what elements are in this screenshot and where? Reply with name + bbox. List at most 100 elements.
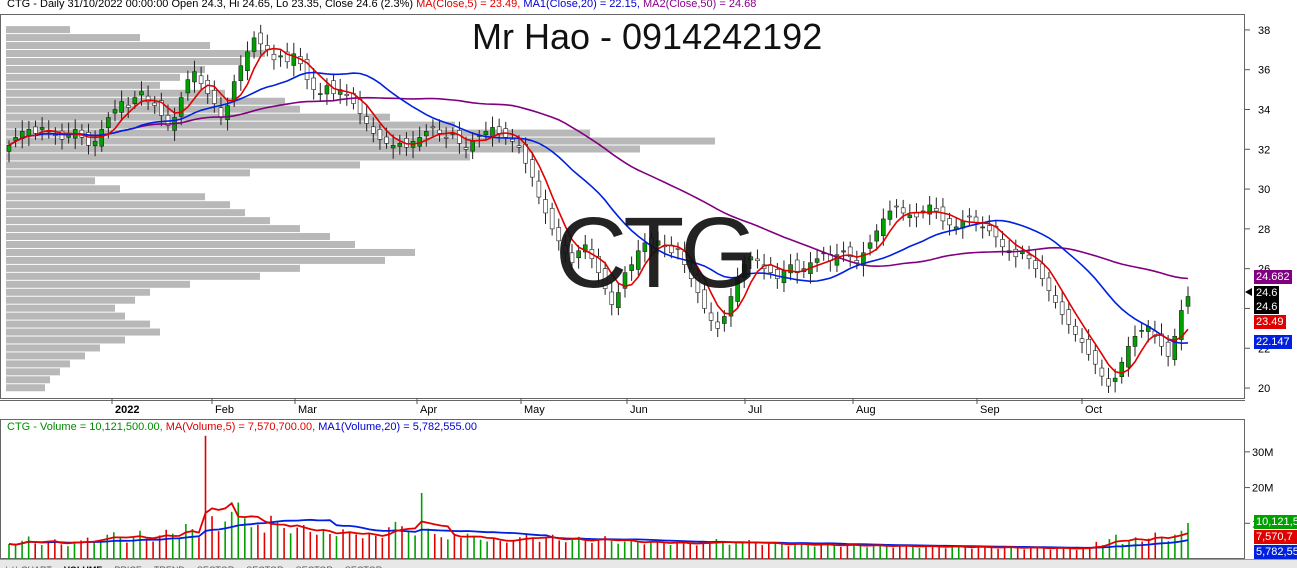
profile-bar [6,360,70,368]
candle-body [814,258,820,263]
candle-body [245,51,250,71]
candle-body [563,245,568,254]
candle-body [1079,338,1085,343]
candle-body [788,264,793,274]
candle-body [159,100,164,116]
candle-body [311,77,316,90]
profile-bar [6,248,415,256]
candle-body [33,126,38,134]
x-tick-label: 2022 [115,404,139,416]
candle-body [185,79,191,94]
volume-tag: 10,121,5 [1254,515,1297,529]
profile-bar [6,264,300,272]
ma20-line [8,71,1189,345]
candles [6,24,1191,393]
candle-body [728,296,734,317]
price-chart[interactable]: 383634323028262422202022FebMarAprMayJunJ… [0,0,1297,419]
candle-body [1119,361,1125,378]
candle-body [1139,330,1144,332]
profile-bar [6,368,60,376]
candle-body [688,268,694,279]
profile-bar [6,201,230,209]
candle-body [576,250,581,259]
profile-bar [6,304,115,312]
candle-body [569,252,575,264]
candle-body [1046,277,1052,291]
candle-body [218,107,224,118]
candle-body [212,90,217,104]
candle-body [629,264,634,271]
price-header: CTG - Daily 31/10/2022 00:00:00 Open 24.… [7,0,756,10]
candle-body [490,127,495,137]
candle-body [1033,260,1038,269]
ma5-line [8,47,1189,375]
candle-body [92,141,98,147]
profile-bar [6,217,270,225]
profile-bar [6,161,360,169]
x-tick-label: Mar [298,404,317,416]
profile-bar [6,296,135,304]
volume-frame [0,419,1245,559]
volume-header-ma20: MA1(Volume,20) = 5,782,555.00 [318,421,477,433]
candle-body [596,256,601,273]
profile-bar [6,105,300,113]
candle-body [1099,367,1105,377]
profile-bar [6,153,470,161]
volume-ma5-line [8,501,1189,550]
candle-body [198,75,204,84]
profile-bar [6,328,160,336]
candle-body [152,102,158,106]
candle-body [847,246,853,258]
candle-body [119,101,124,113]
price-x-axis: 2022 Feb Mar Apr May Jun Jul Aug Sep Oct [111,398,1102,416]
candle-body [655,240,661,246]
candle-body [702,289,707,309]
candle-body [390,145,396,149]
x-tick-label: Jul [748,404,762,416]
candle-body [1066,309,1072,325]
candle-body [1185,296,1191,307]
x-tick-label: Feb [215,404,234,416]
last-price-arrow [1245,288,1252,296]
candle-body [834,254,840,266]
volume-header-ma5: MA(Volume,5) = 7,570,700.00, [165,421,316,433]
volume-bars [8,435,1189,559]
candle-body [695,274,701,293]
watermark-ticker: CTG [555,197,758,309]
price-panel[interactable]: CTG - Daily 31/10/2022 00:00:00 Open 24.… [0,0,1297,419]
candle-body [722,316,727,324]
candle-body [649,237,654,246]
candle-body [543,199,548,214]
candle-body [470,141,475,152]
y-tick-label: 20M [1252,483,1273,495]
volume-header-label: CTG - Volume = 10,121,500.00, [7,421,163,433]
candle-body [887,210,893,220]
candle-body [1172,336,1178,360]
candle-body [642,242,648,252]
candle-body [1026,254,1032,260]
candle-body [755,258,760,262]
profile-bar [6,352,85,360]
candle-body [1165,341,1171,357]
profile-bar [6,272,260,280]
profile-bar [6,81,160,89]
candle-body [516,145,522,148]
candle-body [1132,336,1138,347]
profile-bar [6,185,120,193]
close-price-tag-2: 24.6 [1254,300,1280,314]
candle-body [231,81,237,102]
price-header-ma50: MA2(Close,50) = 24.68 [642,0,757,10]
y-tick-label: 28 [1258,224,1270,236]
volume-panel[interactable]: CTG - Volume = 10,121,500.00, MA(Volume,… [0,419,1297,559]
volume-chart[interactable]: 30M20M10M [0,419,1297,559]
candle-body [278,55,283,58]
candle-body [1086,339,1091,355]
close-price-tag: 24.6 [1254,286,1280,300]
candle-body [768,265,774,273]
candle-body [496,126,502,134]
candle-body [536,180,542,198]
price-header-ma5: MA(Close,5) = 23.49, [416,0,521,10]
volume-ma5-tag: 7,570,7 [1254,530,1297,544]
candle-body [980,226,985,229]
candle-body [132,97,138,104]
